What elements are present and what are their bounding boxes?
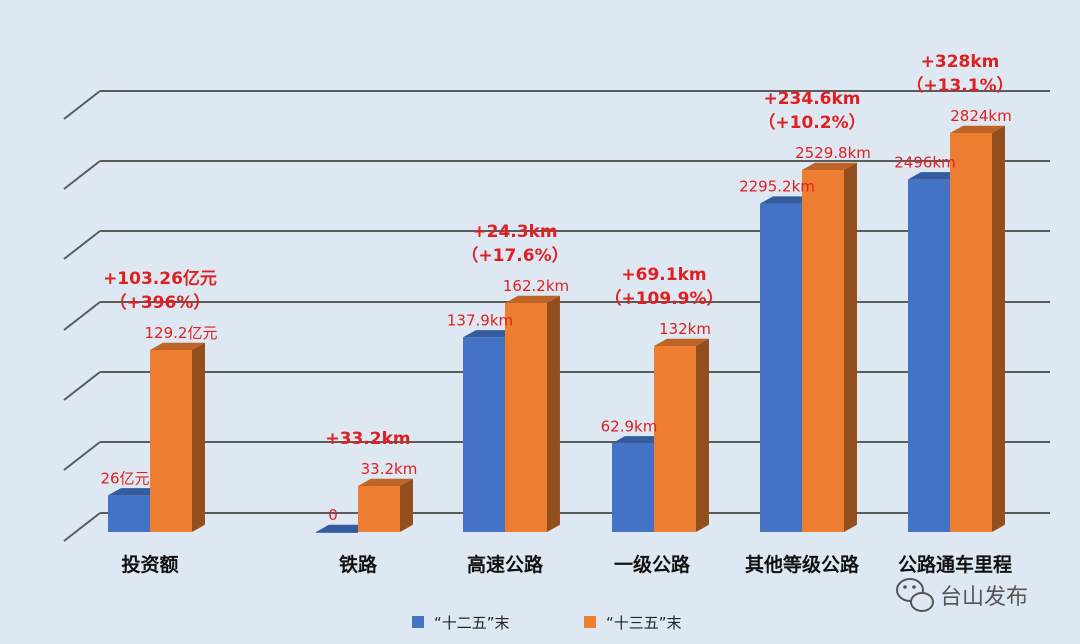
bar-series-2-top xyxy=(505,295,560,303)
value-labels: 26亿元 129.2亿元 +103.26亿元 （+396%） 0 33.2km +33.2k… xyxy=(100,52,1013,524)
grid-line-depth xyxy=(63,512,101,542)
data-label: 137.9km xyxy=(447,311,513,329)
bar-series-2 xyxy=(654,346,696,532)
change-label: +24.3km xyxy=(472,222,557,242)
bar-series-2-top xyxy=(150,342,205,350)
grid-lines xyxy=(63,90,1050,542)
data-label: 26亿元 xyxy=(100,469,149,487)
bars xyxy=(108,125,1005,533)
category-label: 铁路 xyxy=(339,553,378,576)
category-label: 高速公路 xyxy=(467,553,544,576)
change-label: +234.6km xyxy=(763,89,860,109)
data-label: 33.2km xyxy=(361,460,418,478)
bar-series-2-top xyxy=(802,162,857,170)
bar-series-2 xyxy=(505,303,547,532)
bar-series-2-top xyxy=(358,478,413,486)
bar-series-1-top xyxy=(760,196,815,204)
bar-series-2-side xyxy=(992,125,1005,533)
category-label: 一级公路 xyxy=(614,553,691,576)
bar-series-2-top xyxy=(654,338,709,346)
bar-series-2-side xyxy=(844,162,857,533)
bar-series-2-side xyxy=(547,295,560,532)
bar-series-1 xyxy=(316,532,358,533)
legend-swatch-series-2 xyxy=(584,616,596,628)
watermark-text: 台山发布 xyxy=(940,585,1028,610)
category-label: 其他等级公路 xyxy=(745,553,860,576)
watermark: 台山发布 xyxy=(896,578,1028,612)
category-axis: 投资额 铁路 高速公路 一级公路 其他等级公路 公路通车里程 xyxy=(121,553,1012,576)
change-label: +33.2km xyxy=(325,429,410,449)
grid-line-depth xyxy=(63,301,101,331)
bar-series-1-top xyxy=(463,330,518,338)
grid-line-depth xyxy=(63,160,101,190)
bar-series-1 xyxy=(760,203,802,532)
data-label: 2496km xyxy=(894,153,955,171)
data-label: 129.2亿元 xyxy=(145,324,218,342)
bar-series-1 xyxy=(612,443,654,532)
data-label: 0 xyxy=(328,506,338,524)
change-label: （+109.9%） xyxy=(604,288,723,309)
change-label: （+396%） xyxy=(110,292,211,313)
data-label: 132km xyxy=(659,320,711,338)
bar-series-2 xyxy=(950,133,992,532)
bar-series-2-side xyxy=(192,342,205,532)
change-label: （+17.6%） xyxy=(461,245,568,266)
data-label: 2529.8km xyxy=(795,144,871,162)
category-label: 投资额 xyxy=(121,553,178,576)
legend-swatch-series-1 xyxy=(412,616,424,628)
wechat-icon xyxy=(896,578,934,612)
bar-series-1-top xyxy=(908,172,963,180)
change-label: （+10.2%） xyxy=(758,112,865,133)
legend-label-series-1: “十二五”末 xyxy=(434,614,510,632)
bar-series-2 xyxy=(150,350,192,532)
legend-label-series-2: “十三五”末 xyxy=(606,614,682,632)
change-label: +69.1km xyxy=(621,265,706,285)
legend: “十二五”末 “十三五”末 xyxy=(412,614,682,632)
bar-series-1 xyxy=(463,337,505,532)
category-label: 公路通车里程 xyxy=(898,553,1012,576)
change-label: +328km xyxy=(921,52,1000,72)
grid-line-depth xyxy=(63,230,101,260)
bar-series-2 xyxy=(358,486,400,532)
bar-series-1 xyxy=(908,179,950,532)
bar-series-2-side xyxy=(696,338,709,532)
bar-series-2-side xyxy=(400,478,413,532)
data-label: 2295.2km xyxy=(739,178,815,196)
change-label: （+13.1%） xyxy=(906,75,1013,96)
data-label: 162.2km xyxy=(503,277,569,295)
grid-line-depth xyxy=(63,371,101,401)
grid-line-depth xyxy=(63,441,101,471)
bar-series-1-top xyxy=(612,436,667,444)
bar-series-2-top xyxy=(950,125,1005,133)
bar-series-1-top xyxy=(108,488,163,496)
data-label: 62.9km xyxy=(601,417,658,435)
grid-line-depth xyxy=(63,90,101,120)
bar-series-2 xyxy=(802,170,844,532)
change-label: +103.26亿元 xyxy=(103,268,217,289)
bar-series-1 xyxy=(108,495,150,532)
data-label: 2824km xyxy=(950,107,1011,125)
bar-series-1-top xyxy=(316,524,371,532)
